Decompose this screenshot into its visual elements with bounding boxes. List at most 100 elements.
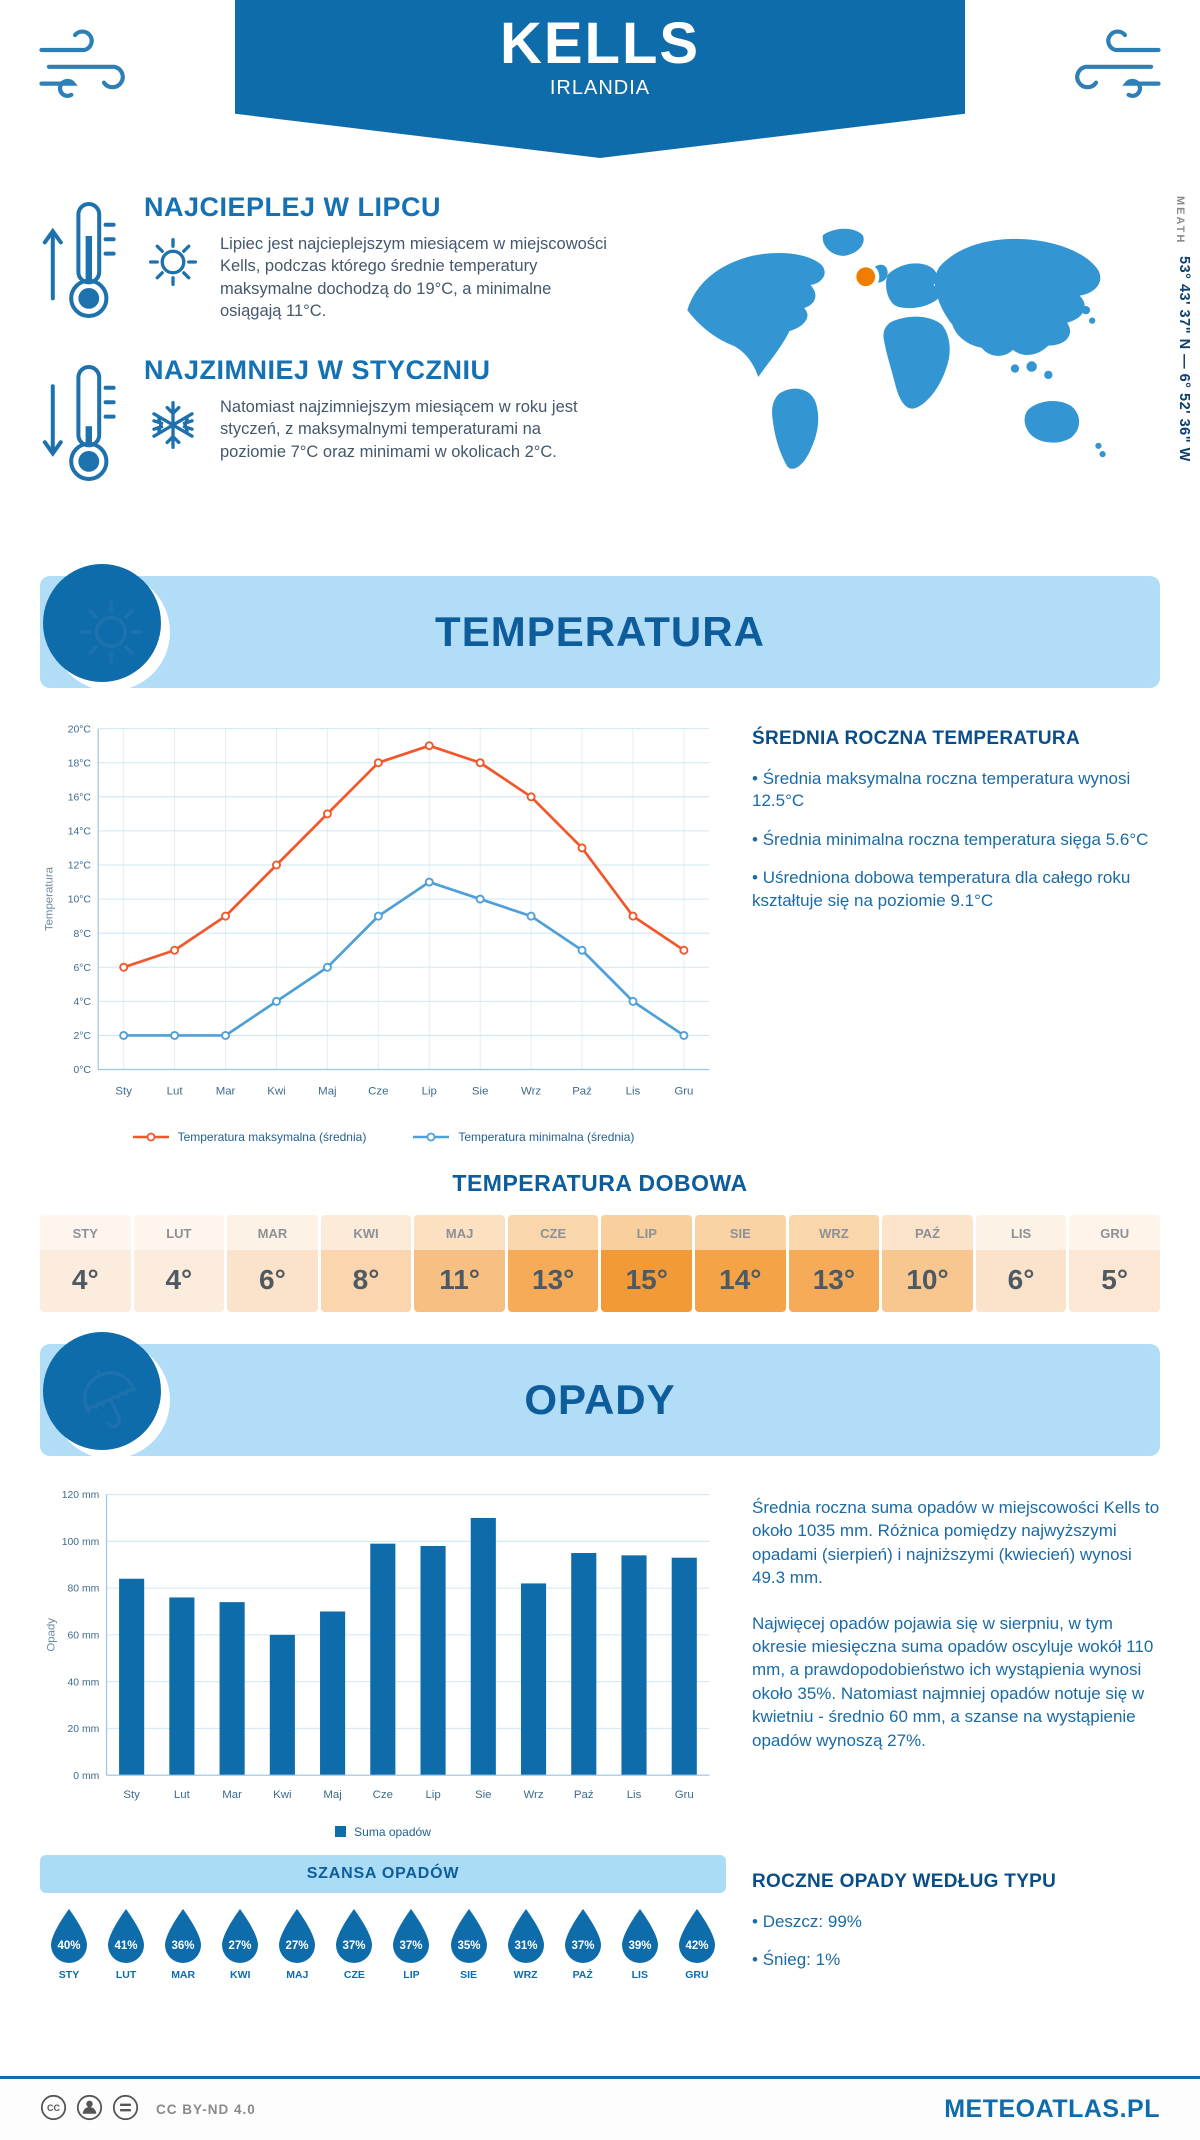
legend-label: Temperatura minimalna (średnia)	[458, 1129, 635, 1144]
daily-month-label: MAR	[227, 1214, 318, 1250]
intro-text-column: NAJCIEPLEJ W LIPCU Lipiec jest najcieple…	[40, 192, 648, 562]
sun-banner-icon	[43, 564, 170, 691]
daily-temp-cell: GRU 5°	[1069, 1214, 1160, 1312]
svg-text:16°C: 16°C	[68, 792, 92, 803]
legend-swatch	[335, 1826, 347, 1838]
drop-month-label: WRZ	[513, 1968, 538, 1981]
daily-temp-value: 15°	[601, 1249, 693, 1312]
svg-text:Mar: Mar	[216, 1085, 236, 1097]
precip-chance-drop: 31% WRZ	[501, 1907, 551, 1981]
svg-text:Lis: Lis	[627, 1789, 642, 1801]
precipitation-chance-drops: 40% STY 41% LUT 36% MAR 27% KWI 27% MAJ 37% CZE 37% L…	[40, 1907, 726, 1981]
no-derivatives-icon[interactable]	[112, 2094, 139, 2126]
daily-temp-cell: LUT 4°	[133, 1214, 225, 1312]
temperature-chart-legend: Temperatura maksymalna (średnia) Temperat…	[40, 1130, 726, 1144]
legend-item: Temperatura maksymalna (średnia)	[132, 1130, 366, 1144]
svg-text:Sty: Sty	[123, 1789, 140, 1801]
svg-text:14°C: 14°C	[68, 827, 92, 838]
country-subtitle: IRLANDIA	[549, 76, 651, 99]
drop-month-label: MAJ	[286, 1968, 309, 1981]
daily-temp-value: 5°	[1069, 1249, 1160, 1312]
svg-text:100 mm: 100 mm	[62, 1537, 99, 1548]
daily-temp-table: STY 4° LUT 4° MAR 6° KWI 8° MAJ 11° CZE 13° LIP 15° SI…	[40, 1214, 1160, 1312]
drop-month-label: KWI	[230, 1968, 251, 1981]
intro-section: NAJCIEPLEJ W LIPCU Lipiec jest najcieple…	[0, 168, 1200, 562]
precipitation-type-title: ROCZNE OPADY WEDŁUG TYPU	[752, 1870, 1057, 1892]
precip-chance-drop: 41% LUT	[101, 1907, 151, 1981]
svg-text:Lis: Lis	[626, 1085, 641, 1097]
precipitation-paragraph: Średnia roczna suma opadów w miejscowośc…	[752, 1497, 1160, 1588]
svg-text:Gru: Gru	[675, 1789, 694, 1801]
daily-temp-value: 11°	[414, 1249, 505, 1312]
daily-month-label: LIS	[975, 1214, 1067, 1250]
daily-temp-value: 13°	[788, 1249, 880, 1312]
precip-chance-drop: 42% GRU	[672, 1907, 722, 1981]
daily-temperature-title: TEMPERATURA DOBOWA	[452, 1169, 748, 1196]
wind-icon	[1054, 22, 1166, 113]
precipitation-content: 0 mm 20 mm 40 mm 60 mm 80 mm 100 mm 120 mm Sty L…	[0, 1456, 1200, 1839]
attribution-icon[interactable]	[76, 2094, 103, 2126]
thermometer-cold-icon	[40, 355, 144, 492]
svg-text:41%: 41%	[115, 1940, 138, 1952]
precipitation-banner: OPADY	[40, 1331, 1160, 1459]
temperature-bullet: Średnia minimalna roczna temperatura się…	[752, 829, 1160, 851]
svg-text:Sie: Sie	[472, 1085, 489, 1097]
daily-temp-cell: MAJ 11°	[414, 1214, 505, 1312]
svg-text:27%: 27%	[286, 1940, 309, 1952]
daily-temp-value: 4°	[40, 1249, 131, 1312]
daily-month-label: SIE	[695, 1214, 786, 1250]
precipitation-chance-section: SZANSA OPADÓW 40% STY 41% LUT 36% MAR 27% KWI 27…	[0, 1839, 1200, 1988]
daily-temp-cell: MAR 6°	[227, 1214, 318, 1312]
precip-chance-drop: 27% MAJ	[272, 1907, 322, 1981]
precip-chance-drop: 35% SIE	[444, 1907, 494, 1981]
cc-icon[interactable]: CC	[40, 2094, 67, 2126]
svg-text:Lip: Lip	[422, 1085, 437, 1097]
daily-temp-value: 13°	[507, 1249, 599, 1312]
temperature-summary: ŚREDNIA ROCZNA TEMPERATURA Średnia maksy…	[752, 712, 1160, 1144]
legend-label: Suma opadów	[354, 1824, 431, 1839]
header: KELLS IRLANDIA	[0, 0, 1200, 168]
map-column: MEATH 53° 43' 37" N — 6° 52' 36" W	[648, 192, 1200, 562]
license-label[interactable]: CC BY-ND 4.0	[156, 2102, 256, 2117]
daily-temp-value: 10°	[882, 1249, 973, 1312]
svg-text:Mar: Mar	[222, 1789, 242, 1801]
precipitation-paragraph: Najwięcej opadów pojawia się w sierpniu,…	[752, 1613, 1154, 1750]
precip-chance-drop: 37% PAŹ	[558, 1907, 608, 1981]
svg-text:Wrz: Wrz	[523, 1789, 543, 1801]
svg-text:Kwi: Kwi	[267, 1085, 285, 1097]
svg-text:Temperatura: Temperatura	[43, 866, 55, 931]
daily-month-label: KWI	[320, 1214, 412, 1250]
svg-text:2°C: 2°C	[74, 1031, 92, 1042]
svg-text:35%: 35%	[457, 1940, 480, 1952]
warmest-month-block: NAJCIEPLEJ W LIPCU Lipiec jest najcieple…	[40, 192, 648, 329]
precip-chance-drop: 37% LIP	[386, 1907, 436, 1981]
daily-month-label: STY	[40, 1214, 131, 1250]
daily-temp-value: 8°	[320, 1249, 412, 1312]
temperature-content: Sty Lut Mar Kwi Maj Cze Lip Sie Wrz Paź Lis Gru 0°C 2…	[0, 688, 1200, 1144]
daily-month-label: MAJ	[414, 1214, 505, 1250]
daily-month-label: PAŹ	[882, 1214, 973, 1250]
precipitation-chance-title: SZANSA OPADÓW	[40, 1854, 726, 1893]
daily-month-label: CZE	[507, 1214, 599, 1250]
svg-text:Maj: Maj	[323, 1789, 341, 1801]
precipitation-summary: Średnia roczna suma opadów w miejscowośc…	[752, 1480, 1160, 1839]
precipitation-section-title: OPADY	[524, 1375, 676, 1423]
daily-temp-value: 4°	[133, 1249, 225, 1312]
daily-month-label: WRZ	[788, 1214, 880, 1250]
daily-month-label: LUT	[133, 1214, 225, 1250]
svg-text:36%: 36%	[172, 1940, 195, 1952]
precip-chance-drop: 36% MAR	[158, 1907, 208, 1981]
temperature-bullet: Średnia maksymalna roczna temperatura wy…	[752, 768, 1160, 813]
warmest-month-text: Lipiec jest najcieplejszym miesiącem w m…	[220, 235, 607, 320]
site-logo[interactable]: METEOATLAS.PL	[944, 2095, 1160, 2123]
header-banner: KELLS IRLANDIA	[235, 0, 965, 158]
drop-month-label: SIE	[460, 1968, 478, 1981]
daily-month-label: GRU	[1069, 1214, 1160, 1250]
footer: CC CC BY-ND 4.0 METEOATLAS.PL	[0, 2076, 1200, 2140]
svg-text:27%: 27%	[229, 1940, 252, 1952]
daily-temp-value: 6°	[975, 1249, 1067, 1312]
warmest-month-title: NAJCIEPLEJ W LIPCU	[144, 192, 442, 222]
svg-text:Cze: Cze	[373, 1789, 393, 1801]
warmest-month-body: NAJCIEPLEJ W LIPCU Lipiec jest najcieple…	[144, 192, 610, 329]
precipitation-type: ROCZNE OPADY WEDŁUG TYPU Deszcz: 99% Śni…	[752, 1855, 1160, 1988]
